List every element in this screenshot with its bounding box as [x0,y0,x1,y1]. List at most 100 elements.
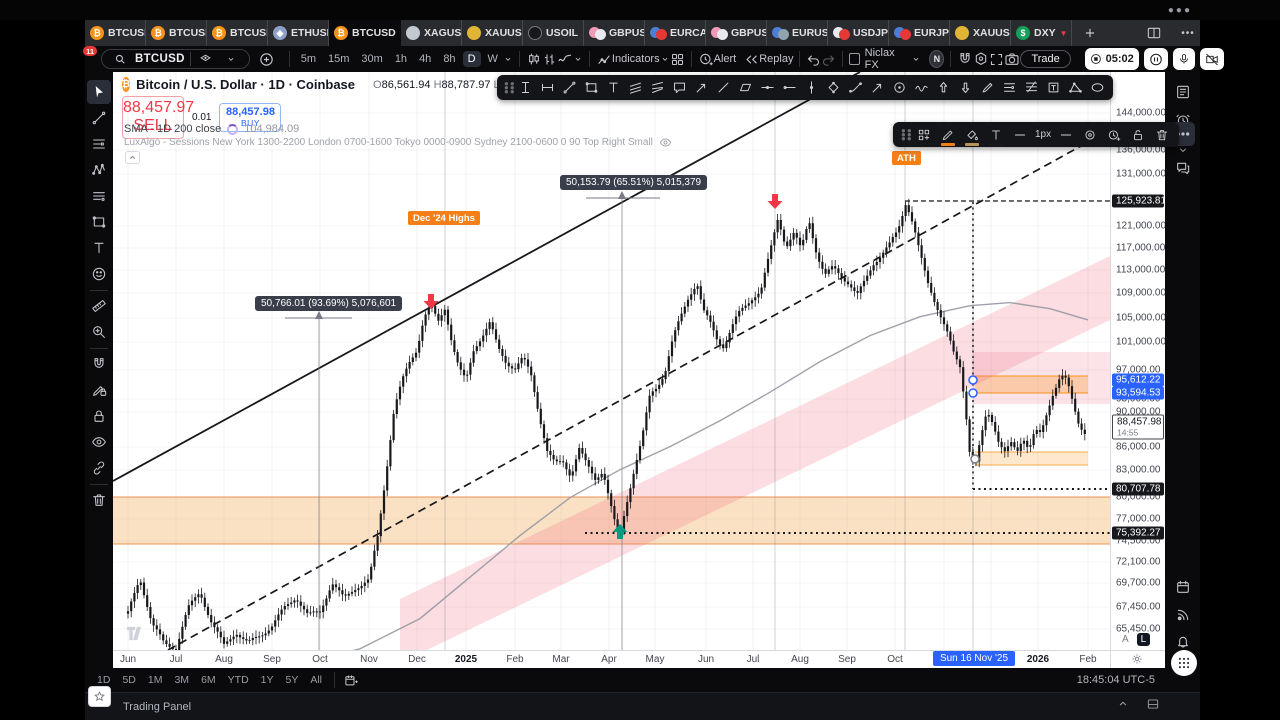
sma-200-line[interactable] [118,301,1089,650]
layout-split-icon[interactable] [1144,23,1164,43]
tab-usdjpy[interactable]: USDJPY [828,20,889,46]
vertical-line-tool-icon[interactable] [802,79,820,97]
brush-tool-icon[interactable] [978,79,996,97]
text-color-icon[interactable] [987,126,1005,146]
publish-checkbox[interactable] [849,53,860,65]
symbol-title[interactable]: Bitcoin / U.S. Dollar · 1D · Coinbase [136,77,356,92]
range-1m[interactable]: 1M [147,674,163,686]
tab-eurusd[interactable]: EURUSD [767,20,828,46]
zigzag-tool-icon[interactable] [912,79,930,97]
range-5y[interactable]: 5Y [285,674,299,686]
undo-icon[interactable] [806,49,821,69]
lower-box-zone[interactable] [975,452,1088,465]
line-style-icon[interactable] [1011,126,1029,144]
timeframe-1h[interactable]: 1h [394,53,408,65]
lock-all-tool-icon[interactable] [87,404,111,428]
tab-eurjpy[interactable]: EURJPY [889,20,950,46]
status-clock[interactable]: 18:45:04 UTC-5 [1076,674,1155,686]
line-style-2-icon[interactable] [1057,126,1075,144]
favorites-star-button[interactable] [88,686,111,707]
chart-plot[interactable] [113,72,1110,650]
line-style-icon[interactable] [557,49,573,69]
magnet-tool-icon[interactable] [87,352,111,376]
arrow-marker-tool-icon[interactable] [692,79,710,97]
disjoint-channel-tool-icon[interactable] [648,79,666,97]
snapshot-camera-icon[interactable] [1004,49,1020,69]
line-style-chevron-icon[interactable] [573,49,583,69]
delete-icon[interactable] [1153,126,1171,144]
paint-bucket-icon[interactable] [963,126,981,146]
drawing-anchor-point[interactable] [968,375,978,385]
fib-retracement-tool-icon[interactable] [87,132,111,156]
pencil-icon[interactable] [939,126,957,146]
auto-scale-button[interactable]: A [1122,634,1129,645]
date-range-tool-icon[interactable] [538,79,556,97]
timezone-gear-icon[interactable] [1130,652,1144,671]
pink-channel-band[interactable] [400,256,1110,650]
timeframe-4h[interactable]: 4h [419,53,432,65]
apps-grid-button[interactable] [1171,650,1197,676]
parallelogram-tool-icon[interactable] [736,79,754,97]
bars-style-icon[interactable] [542,49,557,69]
fib-retracement-tool-icon[interactable] [1000,79,1018,97]
arrow-down-tool-icon[interactable] [956,79,974,97]
range-3m[interactable]: 3M [174,674,190,686]
range-5d[interactable]: 5D [122,674,136,686]
range-1d[interactable]: 1D [97,674,111,686]
comment-tool-icon[interactable] [670,79,688,97]
layout-add-icon[interactable] [915,126,933,144]
sma-indicator-row[interactable]: SMA · 1D 200 close 104,984.09 [124,123,299,135]
calendar-icon[interactable] [1170,575,1195,599]
notifications-bell-icon[interactable] [1170,630,1195,654]
tab-btcusd[interactable]: ₿ BTCUSD ✕ [329,20,401,46]
tab-xagusd[interactable]: XAGUSD [401,20,462,46]
replay-icon[interactable] [744,49,759,69]
chat-icon[interactable] [1170,156,1195,180]
timeframe-w[interactable]: W [487,53,498,65]
buy-button[interactable]: 88,457.98 BUY [219,103,282,132]
price-range-label-left[interactable]: 50,766.01 (93.69%) 5,076,601 [255,296,403,311]
ath-label[interactable]: ATH [892,151,921,165]
tab-usoil[interactable]: USOIL [523,20,584,46]
tab-menu-dots-icon[interactable]: ••• [1181,27,1195,39]
user-initial-avatar[interactable]: N [929,50,945,68]
range-6m[interactable]: 6M [201,674,216,686]
drawing-sync-lock-tool-icon[interactable] [87,378,111,402]
indicators-chevron-icon[interactable] [660,49,670,69]
recording-stop-button[interactable]: 05:02 [1084,48,1139,70]
xabcd-pattern-tool-icon[interactable] [87,158,111,182]
hide-all-tool-icon[interactable] [87,430,111,454]
rectangle-tool-icon[interactable] [87,210,111,234]
bearish-arrow-marker[interactable] [423,294,439,309]
indicators-icon[interactable] [596,49,612,69]
upper-trendline[interactable] [113,72,861,482]
horizontal-ray-tool-icon[interactable] [780,79,798,97]
horizontal-line-tool-icon[interactable] [758,79,776,97]
link-tool-icon[interactable] [87,456,111,480]
recording-pause-button[interactable] [1143,48,1168,70]
fullscreen-icon[interactable] [989,49,1004,69]
parallel-channel-tool-icon[interactable] [626,79,644,97]
price-axis[interactable]: 144,000.00 136,000.00 131,000.00 121,000.00… [1110,72,1166,650]
tab-xauusd[interactable]: XAUUSD [950,20,1011,46]
rotated-rectangle-tool-icon[interactable] [824,79,842,97]
close-tab-icon[interactable]: ✕ [400,28,401,39]
publish-user-control[interactable]: Niclax FX N [849,47,945,71]
emoji-tool-icon[interactable] [87,262,111,286]
tab-gbpusd[interactable]: GBPUSD [706,20,767,46]
drag-handle[interactable]: ●● ●● ●● [901,125,913,143]
anchored-text-tool-icon[interactable] [1044,79,1062,97]
tab-xauusd[interactable]: XAUUSD [462,20,523,46]
range-1y[interactable]: 1Y [260,674,274,686]
circle-tool-icon[interactable] [890,79,908,97]
candles-layer[interactable] [126,198,1086,650]
tab-eurcad[interactable]: EURCAD [645,20,706,46]
timeframe-15m[interactable]: 15m [328,53,350,65]
drag-handle[interactable]: ●● ●● ●● [504,78,516,96]
rectangle-tool-icon[interactable] [582,79,600,97]
watchlist-icon[interactable] [1170,80,1195,104]
eye-icon[interactable] [659,136,672,149]
lower-trendline-dashed[interactable] [167,129,1110,650]
timeframe-5m[interactable]: 5m [300,53,316,65]
unlock-icon[interactable] [1129,126,1147,144]
